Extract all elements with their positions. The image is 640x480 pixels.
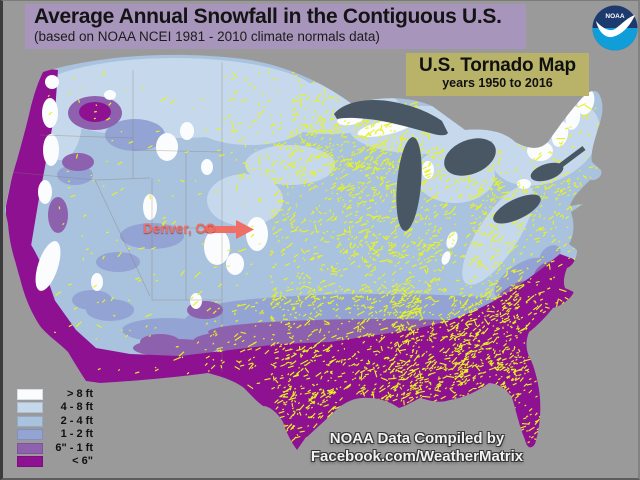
- st-lawrence-river: [558, 146, 586, 168]
- state-borders-shape: [39, 134, 134, 139]
- tornado-map-title: U.S. Tornado Map: [419, 55, 576, 76]
- legend-swatch: [17, 442, 43, 454]
- legend-label: 4 - 8 ft: [60, 401, 93, 414]
- tornado-tracks: [47, 64, 601, 450]
- denver-arrow-shape: [204, 226, 236, 233]
- snow-region-over-8ft-shape: [43, 134, 59, 166]
- snow-region-4-8ft-shape: [245, 145, 335, 185]
- snow-region-over-8ft-shape: [45, 75, 59, 89]
- denver-arrow: [204, 220, 254, 239]
- snow-region-over-8ft-shape: [246, 217, 268, 251]
- page-title: Average Annual Snowfall in the Contiguou…: [34, 5, 502, 28]
- legend-swatch: [17, 402, 43, 414]
- snow-region-over-8ft-shape: [201, 159, 213, 175]
- snow-region-over-8ft-shape: [104, 90, 116, 100]
- snow-region-6in-1ft-shape: [140, 334, 180, 350]
- credit-text: NOAA Data Compiled by Facebook.com/Weath…: [303, 430, 531, 466]
- snow-region-over-8ft-shape: [35, 241, 61, 291]
- great-lakes: [334, 100, 586, 231]
- snow-region-over-8ft-shape: [143, 194, 157, 220]
- legend-swatch: [17, 429, 43, 441]
- lake-erie: [493, 194, 541, 224]
- state-borders-shape: [94, 179, 151, 297]
- snow-region-1-2ft-shape: [120, 223, 184, 249]
- legend-item: 4 - 8 ft: [17, 401, 93, 414]
- snow-region-over-8ft-shape: [204, 229, 230, 265]
- lake-superior: [334, 100, 448, 136]
- lake-huron: [444, 138, 496, 176]
- credit-line-1: NOAA Data Compiled by: [329, 430, 505, 447]
- snow-region-over-8ft-shape: [226, 253, 244, 275]
- legend-label: 1 - 2 ft: [60, 428, 93, 441]
- snow-region-1-2ft-shape: [86, 299, 134, 321]
- snow-region-over-8ft-shape: [517, 179, 531, 189]
- state-borders: [9, 62, 223, 372]
- snow-region-over-8ft-shape: [446, 231, 458, 249]
- snow-region-under-6in-shape: [20, 230, 80, 352]
- legend-item: < 6": [17, 454, 93, 467]
- noaa-seagull-icon: [596, 15, 635, 38]
- credit-line-2: Facebook.com/WeatherMatrix: [310, 448, 524, 465]
- page-subtitle: (based on NOAA NCEI 1981 - 2010 climate …: [34, 29, 380, 44]
- snow-region-over-8ft-shape: [156, 133, 178, 161]
- legend-item: 6" - 1 ft: [17, 441, 93, 454]
- legend-swatch: [17, 389, 43, 400]
- snow-region-1-2ft-shape: [105, 119, 165, 151]
- snowfall-legend: > 8 ft 4 - 8 ft 2 - 4 ft 1 - 2 ft 6" - 1 ft <…: [17, 389, 93, 469]
- snow-region-6in-1ft-shape: [62, 153, 94, 171]
- legend-item: 1 - 2 ft: [17, 428, 93, 441]
- snow-region-over-8ft-shape: [190, 293, 202, 309]
- legend-label: 6" - 1 ft: [55, 441, 93, 454]
- tornado-map-subtitle: years 1950 to 2016: [442, 76, 553, 90]
- noaa-logo: NOAA: [592, 5, 638, 51]
- legend-swatch: [17, 455, 43, 467]
- denver-arrow-shape: [236, 220, 254, 239]
- legend-item: 2 - 4 ft: [17, 414, 93, 427]
- legend-item: > 8 ft: [17, 389, 93, 400]
- denver-label: Denver, CO: [143, 221, 216, 236]
- snow-region-1-2ft-shape: [96, 252, 140, 272]
- snow-region-4-8ft-shape: [207, 174, 283, 226]
- snow-region-over-8ft-shape: [441, 251, 451, 265]
- legend-label: > 8 ft: [67, 388, 93, 400]
- snow-region-over-8ft-shape: [180, 122, 194, 140]
- legend-label: < 6": [72, 454, 93, 467]
- legend-swatch: [17, 415, 43, 427]
- lake-michigan: [396, 137, 422, 231]
- state-borders-shape: [9, 171, 151, 181]
- snow-region-over-8ft-shape: [527, 141, 553, 161]
- legend-label: 2 - 4 ft: [60, 414, 93, 427]
- snow-region-over-8ft-shape: [42, 98, 58, 128]
- lake-ontario: [530, 162, 564, 182]
- snow-region-over-8ft-shape: [91, 273, 103, 291]
- tornado-map-label: U.S. Tornado Map years 1950 to 2016: [406, 53, 589, 96]
- snow-region-6in-1ft-shape: [48, 197, 68, 233]
- snow-region-over-8ft-shape: [38, 180, 52, 204]
- noaa-logo-text: NOAA: [605, 13, 624, 20]
- state-borders-shape: [132, 149, 223, 153]
- title-band: Average Annual Snowfall in the Contiguou…: [25, 4, 526, 49]
